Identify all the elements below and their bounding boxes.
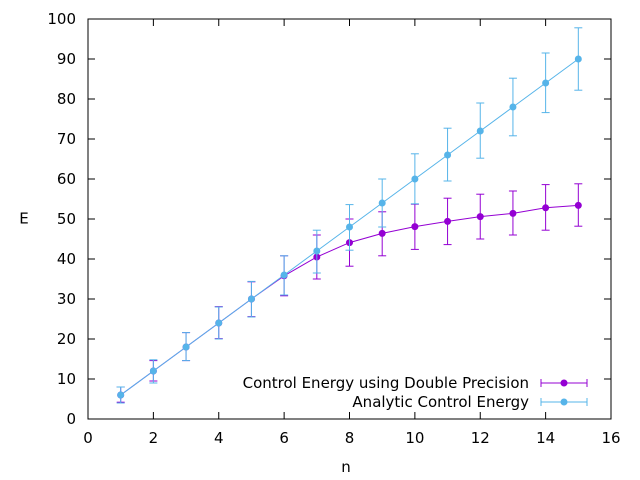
- data-point: [509, 209, 517, 217]
- y-tick-label: 60: [57, 170, 76, 188]
- data-point: [280, 271, 288, 279]
- data-point: [149, 367, 157, 375]
- x-axis-label: n: [341, 458, 351, 476]
- legend-marker: [560, 379, 568, 387]
- data-point: [215, 319, 223, 327]
- data-point: [476, 213, 484, 221]
- y-tick-label: 50: [57, 210, 76, 228]
- data-point: [313, 247, 321, 255]
- legend-entry-1: Control Energy using Double Precision: [243, 374, 588, 392]
- data-point: [182, 343, 190, 351]
- y-tick-label: 40: [57, 250, 76, 268]
- y-tick-label: 90: [57, 50, 76, 68]
- legend-entry-2: Analytic Control Energy: [352, 393, 588, 411]
- y-tick-label: 30: [57, 290, 76, 308]
- data-point: [444, 217, 452, 225]
- legend-label: Analytic Control Energy: [352, 393, 529, 411]
- data-point: [444, 151, 452, 159]
- y-tick-label: 10: [57, 370, 76, 388]
- data-point: [411, 175, 419, 183]
- x-tick-label: 6: [279, 429, 289, 447]
- data-point: [346, 223, 353, 231]
- data-point: [117, 391, 125, 399]
- y-axis-label: E: [19, 210, 28, 228]
- data-point: [378, 229, 386, 237]
- y-tick-label: 0: [66, 410, 76, 428]
- series-layer: [116, 27, 583, 404]
- series-2: [116, 27, 583, 404]
- data-point: [542, 204, 550, 212]
- data-point: [574, 55, 582, 63]
- data-point: [247, 295, 255, 303]
- data-point: [378, 199, 386, 207]
- data-point: [509, 103, 517, 111]
- y-tick-label: 70: [57, 130, 76, 148]
- data-point: [476, 127, 484, 135]
- x-tick-label: 4: [214, 429, 224, 447]
- x-tick-label: 14: [536, 429, 555, 447]
- x-tick-label: 12: [471, 429, 490, 447]
- x-tick-label: 8: [345, 429, 355, 447]
- x-tick-label: 16: [601, 429, 620, 447]
- legend: Control Energy using Double PrecisionAna…: [243, 374, 588, 411]
- x-tick-label: 0: [83, 429, 93, 447]
- y-tick-label: 100: [47, 10, 76, 28]
- y-tick-label: 20: [57, 330, 76, 348]
- y-tick-label: 80: [57, 90, 76, 108]
- data-point: [542, 79, 550, 87]
- data-point: [574, 201, 582, 209]
- x-tick-label: 10: [405, 429, 424, 447]
- legend-label: Control Energy using Double Precision: [243, 374, 529, 392]
- x-tick-label: 2: [149, 429, 159, 447]
- axis-ticks: 0 2 4 6 8 10 12 14 16 0 10 20 30 40 50 60 70 80 90 100: [47, 10, 620, 447]
- legend-marker: [560, 398, 568, 406]
- data-point: [411, 223, 419, 231]
